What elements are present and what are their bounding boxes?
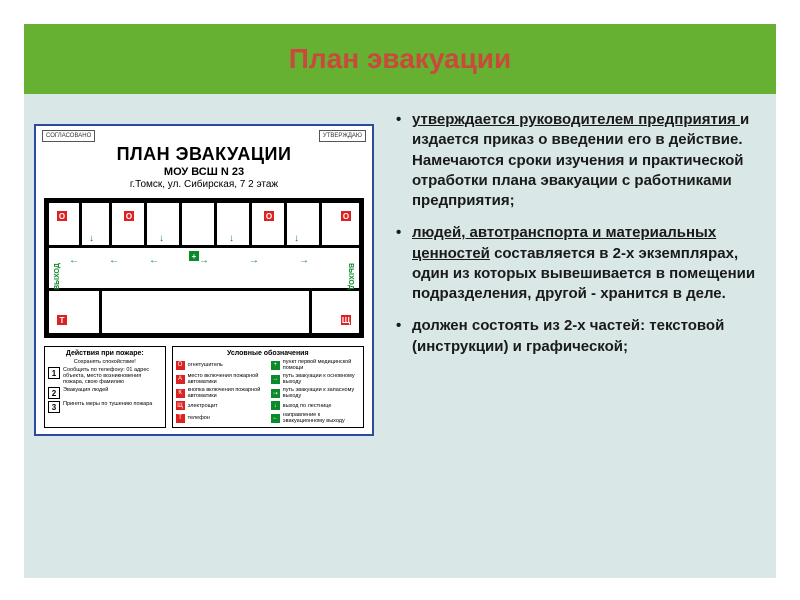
fp-wall [249, 203, 252, 245]
content-area: СОГЛАСОВАНО УТВЕРЖДАЮ ПЛАН ЭВАКУАЦИИ МОУ… [24, 94, 776, 578]
arrow-icon: → [199, 255, 209, 266]
legend-swatch: О [176, 361, 185, 370]
legend-text: место включения пожарной автоматики [188, 373, 265, 385]
legend-item: +пункт первой медицинской помощи [271, 359, 360, 371]
legend-swatch: ← [271, 414, 280, 423]
legend-text: огнетушитель [188, 362, 223, 368]
action-row: 1 Сообщить по телефону: 01 адрес объекта… [48, 367, 162, 385]
action-num: 3 [48, 401, 60, 413]
arrow-icon: ↓ [159, 233, 164, 244]
bullet-item: людей, автотранспорта и материальных цен… [392, 223, 756, 304]
arrow-icon: ↓ [229, 233, 234, 244]
approve-right: УТВЕРЖДАЮ [319, 130, 366, 142]
arrow-icon: → [249, 255, 259, 266]
action-text: Сообщить по телефону: 01 адрес объекта, … [63, 367, 162, 385]
legend-text: электрощит [188, 403, 218, 409]
legend-swatch: → [271, 375, 280, 384]
action-text: Принять меры по тушению пожара [63, 401, 152, 407]
actions-sub: Сохранять спокойствие! [48, 359, 162, 365]
fp-wall [49, 245, 359, 248]
arrow-icon: ↓ [294, 233, 299, 244]
fp-wall [109, 203, 112, 245]
fp-wall [79, 203, 82, 245]
legend-swatch: Т [176, 414, 185, 423]
arrow-icon: ← [109, 255, 119, 266]
bullet-underlined: утверждается руководителем предприятия [412, 111, 740, 128]
fp-wall [144, 203, 147, 245]
arrow-icon: ← [69, 255, 79, 266]
approve-left: СОГЛАСОВАНО [42, 130, 95, 142]
evacuation-plan-card: СОГЛАСОВАНО УТВЕРЖДАЮ ПЛАН ЭВАКУАЦИИ МОУ… [34, 124, 374, 436]
bullet-list: утверждается руководителем предприятия и… [392, 110, 756, 357]
legend-item: Щэлектрощит [176, 401, 265, 410]
legend-item: ←направление к эвакуационному выходу [271, 412, 360, 424]
action-num: 1 [48, 367, 60, 379]
legend-item: Аместо включения пожарной автоматики [176, 373, 265, 385]
action-row: 2 Эвакуация людей [48, 387, 162, 399]
legend-item: Ккнопка включения пожарной автоматики [176, 387, 265, 399]
legend-swatch: + [271, 361, 280, 370]
legend-text: направление к эвакуационному выходу [283, 412, 360, 424]
legend-text: телефон [188, 415, 210, 421]
bullet-rest: должен состоять из 2-х частей: текстовой… [412, 317, 724, 354]
extinguisher-icon: О [264, 211, 274, 221]
arrow-icon: → [299, 255, 309, 266]
fp-wall [319, 203, 322, 245]
extinguisher-icon: О [57, 211, 67, 221]
actions-header: Действия при пожаре: [48, 350, 162, 357]
bullet-item: должен состоять из 2-х частей: текстовой… [392, 316, 756, 357]
legend-swatch: К [176, 389, 185, 398]
legend-item: ⇢путь эвакуации к запасному выходу [271, 387, 360, 399]
arrow-icon: ← [149, 255, 159, 266]
legend-header: Условные обозначения [176, 350, 360, 357]
phone-icon: Т [57, 315, 67, 325]
legend-grid: Оогнетушитель +пункт первой медицинской … [176, 359, 360, 424]
legend-text: выход по лестнице [283, 403, 332, 409]
action-row: 3 Принять меры по тушению пожара [48, 401, 162, 413]
legend-item: →путь эвакуации к основному выходу [271, 373, 360, 385]
plan-approval-row: СОГЛАСОВАНО УТВЕРЖДАЮ [36, 126, 372, 142]
floorplan-diagram: ← ← ← → → → ↓ ↓ ↓ ↓ О О О О + Т [44, 198, 364, 338]
title-band: План эвакуации [24, 24, 776, 94]
plan-legend-area: Действия при пожаре: Сохранять спокойств… [36, 342, 372, 434]
extinguisher-icon: О [341, 211, 351, 221]
exit-label: ВЫХОД [54, 263, 61, 290]
legend-text: путь эвакуации к запасному выходу [283, 387, 360, 399]
bullet-item: утверждается руководителем предприятия и… [392, 110, 756, 211]
legend-text: путь эвакуации к основному выходу [283, 373, 360, 385]
plan-title-block: ПЛАН ЭВАКУАЦИИ МОУ ВСШ N 23 г.Томск, ул.… [36, 142, 372, 194]
legend-swatch: ⇢ [271, 389, 280, 398]
slide: План эвакуации СОГЛАСОВАНО УТВЕРЖДАЮ ПЛА… [0, 0, 800, 600]
legend-swatch: А [176, 375, 185, 384]
fp-wall [179, 203, 182, 245]
legend-item: Оогнетушитель [176, 359, 265, 371]
fp-wall [284, 203, 287, 245]
plan-title: ПЛАН ЭВАКУАЦИИ [36, 144, 372, 165]
legend-box: Условные обозначения Оогнетушитель +пунк… [172, 346, 364, 428]
arrow-icon: ↓ [89, 233, 94, 244]
medkit-icon: + [189, 251, 199, 261]
action-text: Эвакуация людей [63, 387, 108, 393]
actions-box: Действия при пожаре: Сохранять спокойств… [44, 346, 166, 428]
legend-item: ↓выход по лестнице [271, 401, 360, 410]
plan-address: г.Томск, ул. Сибирская, 7 2 этаж [36, 179, 372, 190]
fp-wall [99, 291, 102, 333]
fp-wall [49, 288, 359, 291]
exit-label: ВЫХОД [347, 263, 354, 290]
right-column: утверждается руководителем предприятия и… [384, 94, 776, 578]
legend-text: пункт первой медицинской помощи [283, 359, 360, 371]
plan-subtitle: МОУ ВСШ N 23 [36, 166, 372, 178]
left-column: СОГЛАСОВАНО УТВЕРЖДАЮ ПЛАН ЭВАКУАЦИИ МОУ… [24, 94, 384, 578]
legend-swatch: ↓ [271, 401, 280, 410]
fp-wall [214, 203, 217, 245]
legend-item: Ттелефон [176, 412, 265, 424]
extinguisher-icon: О [124, 211, 134, 221]
slide-title: План эвакуации [289, 43, 511, 75]
action-num: 2 [48, 387, 60, 399]
legend-swatch: Щ [176, 401, 185, 410]
fp-wall [309, 291, 312, 333]
legend-text: кнопка включения пожарной автоматики [188, 387, 265, 399]
panel-icon: Щ [341, 315, 351, 325]
